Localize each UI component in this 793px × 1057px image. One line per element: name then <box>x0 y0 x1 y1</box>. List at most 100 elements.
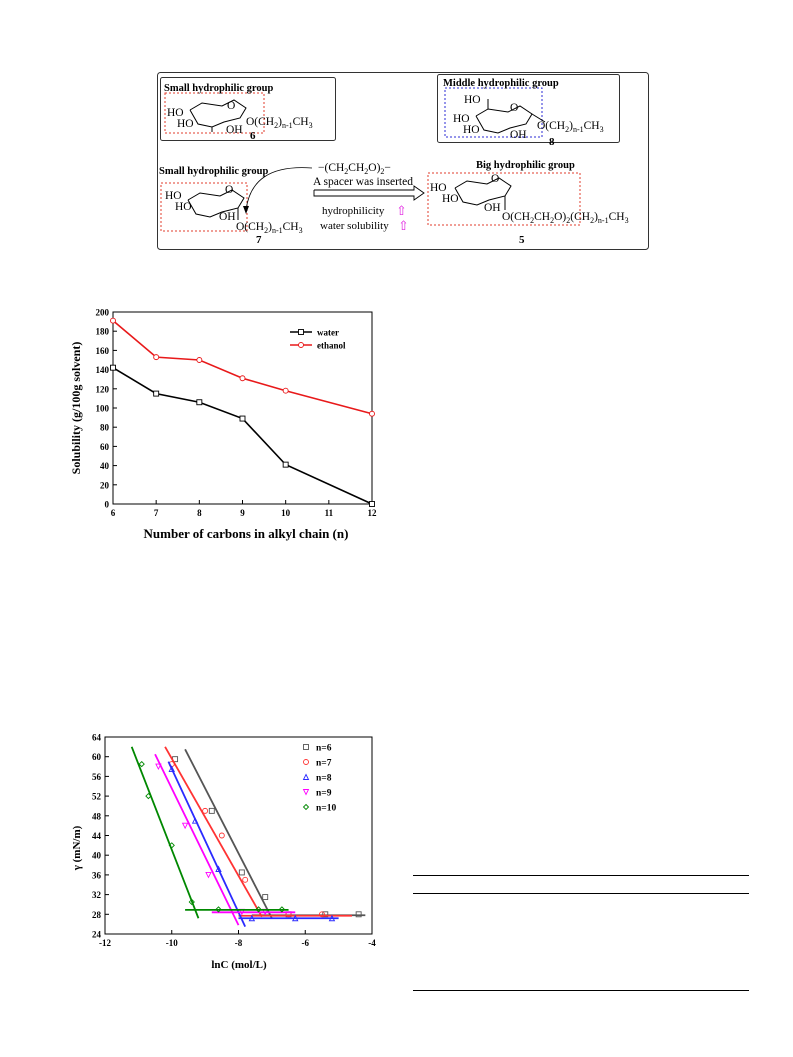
legend-marker-n=10 <box>302 803 310 811</box>
box8-frame <box>437 74 620 143</box>
fit-line-n=10 <box>130 746 200 919</box>
box7-oh: OH <box>219 211 236 223</box>
data-point-n=8 <box>215 865 222 872</box>
x-tick-label: -6 <box>302 938 310 948</box>
box6-oh: OH <box>226 124 243 136</box>
y-tick-label: 36 <box>92 870 102 880</box>
data-point-ethanol <box>282 387 289 394</box>
data-point-n=10 <box>215 906 222 913</box>
x-tick-label: 10 <box>281 508 291 518</box>
data-point-water <box>153 390 160 397</box>
box7-chain: O(CH2)n-1CH3 <box>236 221 303 235</box>
data-point-ethanol <box>369 410 375 417</box>
surface-tension-y-axis-label: γ (mN/m) <box>71 825 83 871</box>
box5-oh: OH <box>484 202 501 214</box>
data-point-n=6 <box>322 911 329 918</box>
legend-marker-n=8 <box>302 773 310 780</box>
data-point-n=10 <box>255 906 262 913</box>
legend-marker-n=6 <box>303 744 309 750</box>
y-tick-label: 40 <box>92 851 102 861</box>
box8-highlight <box>444 87 543 138</box>
y-tick-label: 24 <box>92 930 102 940</box>
x-tick-label: 9 <box>240 508 245 518</box>
box7-ho2: HO <box>175 201 192 213</box>
data-point-n=6 <box>238 869 245 876</box>
box7-label: Small hydrophilic group <box>159 166 268 177</box>
box8-ring-o: O <box>510 102 518 114</box>
compound-7-number: 7 <box>256 234 262 246</box>
box6-chain: O(CH2)n-1CH3 <box>246 116 313 130</box>
x-tick-label: -10 <box>166 938 178 948</box>
spacer-caption: A spacer was inserted <box>313 176 413 188</box>
y-tick-label: 52 <box>92 792 102 802</box>
solubility-y-axis-label: Solubility (g/100g solvent) <box>69 342 83 475</box>
x-tick-label: 7 <box>154 508 159 518</box>
box5-ho1: HO <box>430 182 447 194</box>
data-point-n=9 <box>155 763 162 771</box>
data-point-n=9 <box>205 871 212 879</box>
y-tick-label: 80 <box>100 423 110 433</box>
data-point-n=8 <box>328 914 336 922</box>
surface-tension-x-axis-label: lnC (mol/L) <box>211 959 267 971</box>
data-point-n=7 <box>242 876 249 883</box>
box5-highlight <box>427 172 581 226</box>
compound-6-number: 6 <box>250 130 256 142</box>
fit-line-n=7 <box>164 746 263 918</box>
box6-ho1: HO <box>167 107 184 119</box>
y-tick-label: 28 <box>92 910 102 920</box>
y-tick-label: 32 <box>92 890 102 900</box>
legend-marker-n=7 <box>303 759 309 765</box>
box8-oh: OH <box>510 129 527 141</box>
box6-label: Small hydrophilic group <box>164 83 273 94</box>
fit-line-n=6 <box>184 748 273 919</box>
x-tick-label: 8 <box>197 508 202 518</box>
fit-line-n=8 <box>167 761 246 927</box>
legend-marker-ethanol <box>298 342 304 348</box>
data-point-n=7 <box>218 832 225 839</box>
data-point-n=10 <box>188 898 195 906</box>
box6-highlight <box>164 92 265 134</box>
table-header-rule <box>413 893 749 894</box>
data-point-ethanol <box>196 357 203 363</box>
galactose-ring-8 <box>475 99 546 134</box>
x-tick-label: -12 <box>99 938 111 948</box>
legend-label-n=7: n=7 <box>316 759 332 769</box>
compound-8-number: 8 <box>549 136 555 148</box>
y-tick-label: 64 <box>92 733 102 743</box>
solubility-x-axis-label: Number of carbons in alkyl chain (n) <box>144 526 349 541</box>
legend-label-water: water <box>317 328 339 338</box>
scheme-figure: Small hydrophilic group HO HO O OH O(CH2… <box>157 72 649 250</box>
scheme-frame <box>157 72 649 250</box>
table-top-rule <box>413 875 749 876</box>
data-point-n=7 <box>202 807 209 814</box>
box8-chain: O(CH2)n-1CH3 <box>537 120 604 134</box>
y-tick-label: 180 <box>96 327 110 337</box>
y-tick-label: 0 <box>105 500 110 510</box>
box7-ring-o: O <box>225 184 233 196</box>
y-tick-label: 60 <box>92 752 102 762</box>
data-point-water <box>110 364 116 371</box>
box8-ho1: HO <box>464 94 481 106</box>
box8-ho2: HO <box>453 113 470 125</box>
spacer-curved-arrowhead <box>243 206 249 214</box>
data-point-n=8 <box>191 817 199 824</box>
xylose-ring-5 <box>454 177 512 210</box>
data-point-n=9 <box>181 822 189 830</box>
y-tick-label: 200 <box>96 308 110 318</box>
data-point-water <box>239 415 246 422</box>
x-tick-label: -4 <box>368 938 376 948</box>
data-point-n=6 <box>355 911 362 918</box>
x-tick-label: 12 <box>368 508 378 518</box>
box5-ring-o: O <box>491 173 499 185</box>
water-solubility-up-arrow: ⇧ <box>398 218 409 233</box>
data-point-water <box>369 501 375 507</box>
y-tick-label: 48 <box>92 811 102 821</box>
y-tick-label: 160 <box>96 346 110 356</box>
box6-ho2: HO <box>177 118 194 130</box>
data-point-water <box>282 461 289 468</box>
data-point-ethanol <box>110 317 116 324</box>
box8-ho3: HO <box>463 124 480 136</box>
x-tick-label: -8 <box>235 938 243 948</box>
box7-ho1: HO <box>165 190 182 202</box>
data-point-water <box>196 399 203 406</box>
